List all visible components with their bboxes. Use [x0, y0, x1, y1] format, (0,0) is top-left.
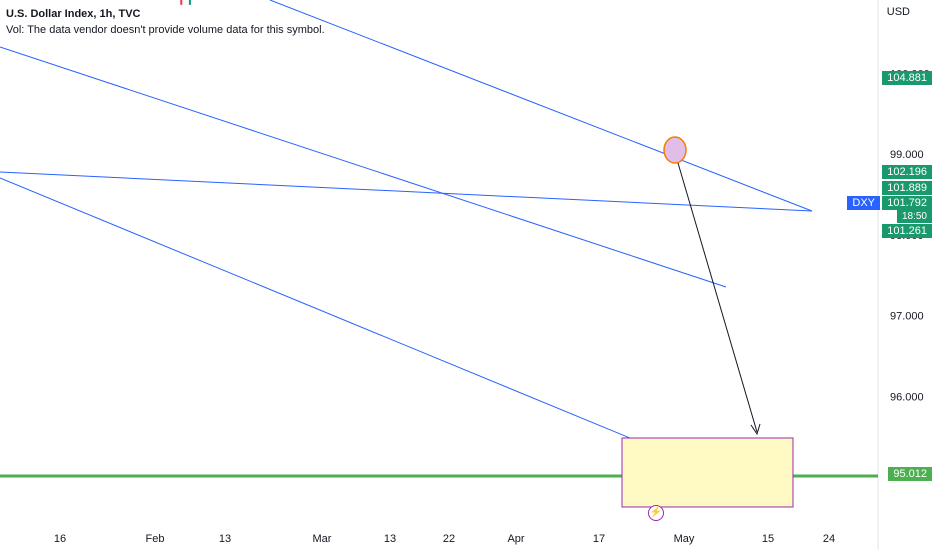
level-badge-95012: 95.012: [888, 467, 932, 481]
lower-trendline: [0, 177, 677, 458]
channel-top-line: [0, 171, 813, 212]
level-badge-102196: 102.196: [882, 165, 932, 179]
lightning-icon[interactable]: ⚡: [648, 505, 664, 521]
breakout-marker: [663, 136, 687, 164]
level-badge-104881: 104.881: [882, 71, 932, 85]
chart-legend: U.S. Dollar Index, 1h, TVC Vol: The data…: [6, 6, 325, 38]
time-tick-label: Apr: [507, 533, 524, 545]
level-badge-101889: 101.889: [882, 181, 932, 195]
time-tick-label: 13: [219, 533, 231, 545]
middle-trendline: [0, 46, 727, 288]
time-tick-label: 17: [593, 533, 605, 545]
price-tick-label: 99.000: [890, 149, 924, 161]
arrow-head: [750, 423, 761, 436]
price-tick-label: 96.000: [890, 391, 924, 403]
time-tick-label: Feb: [146, 533, 165, 545]
time-tick-label: 16: [54, 533, 66, 545]
time-tick-label: 24: [823, 533, 835, 545]
time-tick-label: 22: [443, 533, 455, 545]
currency-label: USD: [886, 6, 910, 18]
price-tick-label: 97.000: [890, 311, 924, 323]
symbol-title[interactable]: U.S. Dollar Index, 1h, TVC: [6, 8, 141, 20]
symbol-badge: DXY: [847, 196, 880, 210]
time-tick-label: May: [674, 533, 695, 545]
countdown-badge: 18:50: [896, 210, 932, 223]
projection-arrow: [677, 162, 758, 433]
volume-note: Vol: The data vendor doesn't provide vol…: [6, 24, 325, 36]
upper-trendline: [269, 0, 813, 212]
current-price-badge: 101.792: [882, 196, 932, 210]
level-badge-101261: 101.261: [882, 224, 932, 238]
time-tick-label: Mar: [313, 533, 332, 545]
time-tick-label: 13: [384, 533, 396, 545]
target-box: [621, 437, 794, 508]
time-tick-label: 15: [762, 533, 774, 545]
